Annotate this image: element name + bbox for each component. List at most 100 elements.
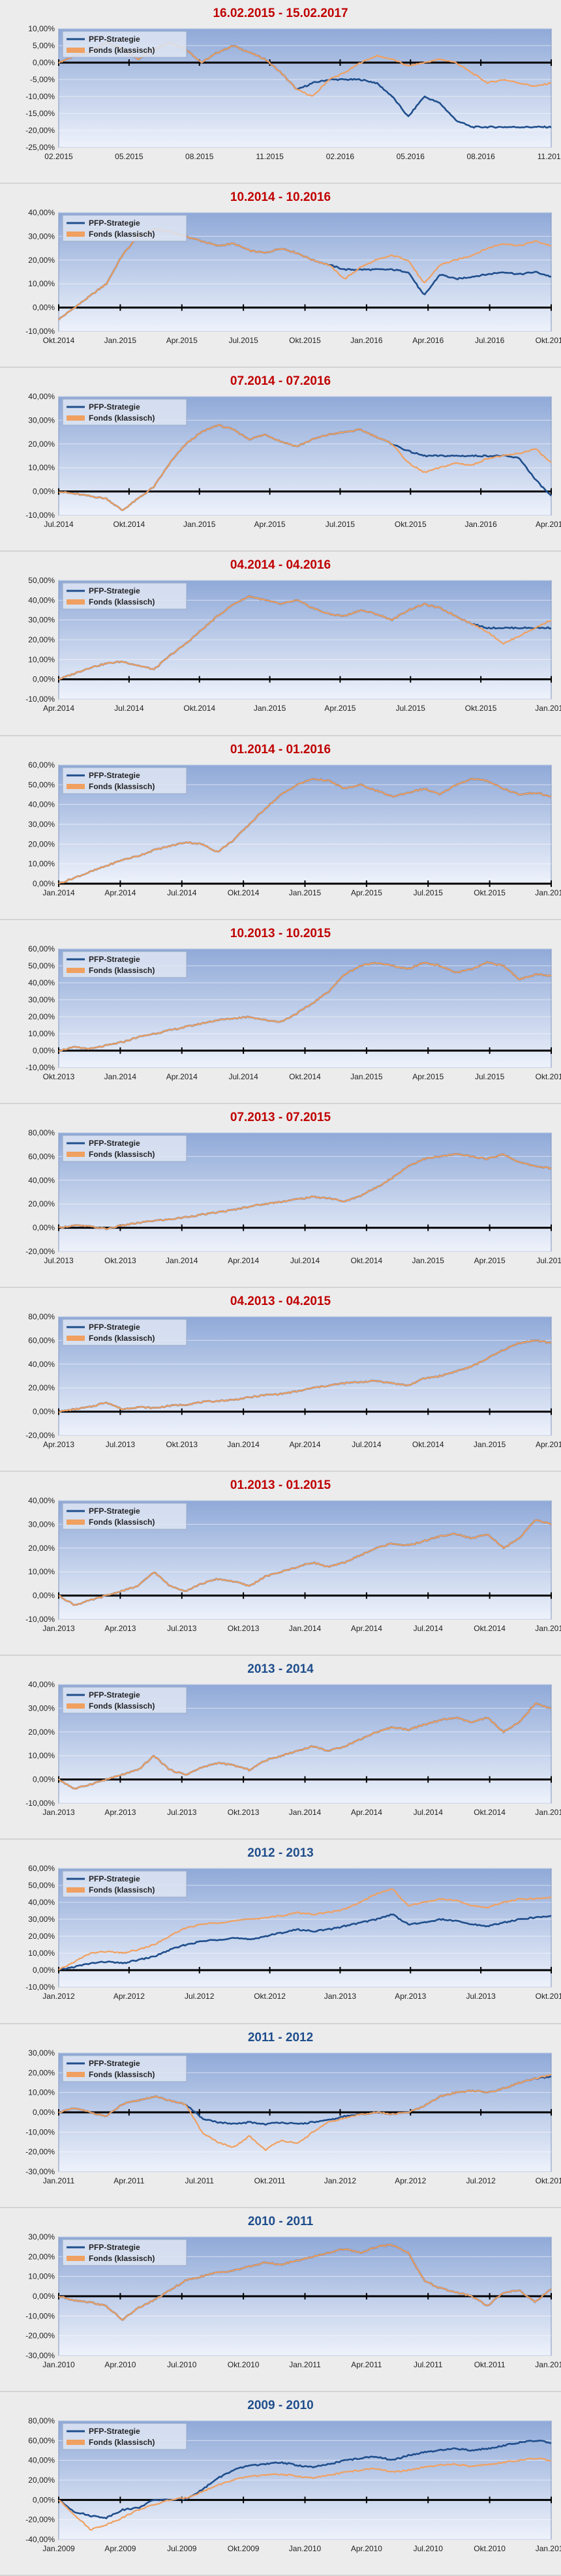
y-tick-label: 0,00% <box>33 1966 55 1975</box>
chart-title: 04.2014 - 04.2016 <box>230 558 331 573</box>
x-tick-label: Apr.2010 <box>104 2360 136 2369</box>
y-tick-label: 40,00% <box>28 1680 55 1689</box>
x-tick-label: Okt.2014 <box>474 1624 506 1633</box>
legend-box <box>62 767 187 794</box>
x-tick-label: Jul.2015 <box>228 336 258 345</box>
x-tick-label: Jul.2015 <box>414 888 444 897</box>
x-tick-label: Jan.2015 <box>535 1624 561 1633</box>
series-line-fonds <box>58 41 552 97</box>
legend-label: PFP-Strategie <box>89 586 140 595</box>
y-tick-label: 20,00% <box>28 2252 55 2261</box>
x-tick-label: Jan.2015 <box>412 1256 445 1265</box>
y-tick-label: 10,00% <box>28 24 55 33</box>
chart-title: 16.02.2015 - 15.02.2017 <box>213 7 348 20</box>
series-line-pfp <box>58 1913 552 1971</box>
x-tick-label: Jan.2012 <box>324 2176 357 2185</box>
legend-label: PFP-Strategie <box>89 2427 140 2436</box>
y-tick-label: 40,00% <box>28 596 55 605</box>
legend-label: PFP-Strategie <box>89 1690 140 1700</box>
x-tick-label: Apr.2012 <box>114 1992 145 2001</box>
x-tick-label: Jul.2015 <box>475 1072 505 1081</box>
y-tick-label: -20,00% <box>25 2515 55 2524</box>
legend-label: Fonds (klassisch) <box>89 1518 155 1527</box>
y-tick-label: 30,00% <box>28 1915 55 1924</box>
x-tick-label: Okt.2013 <box>536 1992 561 2001</box>
x-tick-label: Jul.2014 <box>414 1808 444 1817</box>
x-tick-label: Apr.2015 <box>536 1440 561 1449</box>
x-tick-label: Apr.2014 <box>351 1624 382 1633</box>
y-tick-label: 40,00% <box>28 1898 55 1907</box>
y-tick-label: 60,00% <box>28 760 55 770</box>
x-tick-label: Okt.2013 <box>166 1440 198 1449</box>
x-tick-label: Jan.2015 <box>183 520 216 529</box>
chart-title: 10.2013 - 10.2015 <box>230 926 331 940</box>
chart-panel: 2009 - 2010 -40,00% -20,00% 0,00% 20,00% 40,0… <box>0 2391 561 2576</box>
x-tick-label: Apr.2013 <box>43 1440 74 1449</box>
chart-panel: 04.2013 - 04.2015 -20,00% 0,00% 20,00% 40,00… <box>0 1288 561 1473</box>
chart-panel: 2012 - 2013 -10,00% 0,00% 10,00% 20,00% 30,00… <box>0 1840 561 2024</box>
x-tick-label: Apr.2010 <box>351 2544 382 2553</box>
x-tick-label: Jan.2016 <box>535 704 561 713</box>
x-tick-label: Jul.2014 <box>114 704 144 713</box>
x-tick-label: Apr.2011 <box>351 2360 382 2369</box>
chart-panel: 01.2013 - 01.2015 -10,00% 0,00% 10,00% 20,00… <box>0 1472 561 1656</box>
y-tick-label: 60,00% <box>28 1336 55 1345</box>
chart-svg: -10,00% 0,00% 10,00% 20,00% 30,00% 40,00% Jan.… <box>25 1496 561 1633</box>
chart-title: 01.2013 - 01.2015 <box>230 1478 331 1493</box>
y-tick-label: -10,00% <box>25 1983 55 1992</box>
x-tick-label: Okt.2014 <box>412 1440 444 1449</box>
chart-svg: 0,00% 10,00% 20,00% 30,00% 40,00% 50,00% 60,00… <box>28 760 561 897</box>
series-line-fonds <box>58 1153 552 1230</box>
y-tick-label: 0,00% <box>33 1407 55 1416</box>
x-tick-label: Jul.2016 <box>475 336 505 345</box>
legend-label: Fonds (klassisch) <box>89 597 155 607</box>
legend-label: PFP-Strategie <box>89 2243 140 2252</box>
y-tick-label: 0,00% <box>33 2495 55 2504</box>
y-tick-label: -20,00% <box>25 1431 55 1440</box>
x-tick-label: Jan.2015 <box>289 888 322 897</box>
legend-label: Fonds (klassisch) <box>89 46 155 55</box>
x-tick-label: 11.2016 <box>538 152 561 161</box>
x-tick-label: Jan.2010 <box>289 2544 322 2553</box>
y-tick-label: -25,00% <box>25 143 55 152</box>
x-tick-label: Jan.2011 <box>289 2360 321 2369</box>
series-line-fonds <box>58 1889 552 1971</box>
x-tick-label: Okt.2015 <box>465 704 497 713</box>
x-tick-label: Jul.2014 <box>290 1256 320 1265</box>
legend-box <box>62 2055 187 2082</box>
chart-svg: -10,00% 0,00% 10,00% 20,00% 30,00% 40,00% Jan.… <box>25 1680 561 1817</box>
y-tick-label: 50,00% <box>28 576 55 585</box>
series-line-fonds <box>58 1519 552 1606</box>
chart-panel: 07.2014 - 07.2016 -10,00% 0,00% 10,00% 20,00… <box>0 368 561 552</box>
y-tick-label: -10,00% <box>25 2311 55 2320</box>
legend-box <box>62 2423 187 2450</box>
y-tick-label: 20,00% <box>28 1932 55 1941</box>
y-tick-label: 0,00% <box>33 1223 55 1232</box>
x-tick-label: Apr.2015 <box>351 888 382 897</box>
x-tick-label: Jul.2013 <box>466 1992 496 2001</box>
y-tick-label: 40,00% <box>28 978 55 987</box>
legend-label: PFP-Strategie <box>89 1323 140 1332</box>
y-tick-label: 40,00% <box>28 2456 55 2465</box>
legend-label: Fonds (klassisch) <box>89 1701 155 1711</box>
x-tick-label: Okt.2015 <box>474 888 506 897</box>
x-tick-label: Okt.2013 <box>228 1624 260 1633</box>
x-tick-label: Jul.2015 <box>326 520 356 529</box>
x-tick-label: Jul.2009 <box>167 2544 197 2553</box>
legend-label: Fonds (klassisch) <box>89 2254 155 2263</box>
legend-label: Fonds (klassisch) <box>89 2070 155 2079</box>
x-tick-label: Jul.2015 <box>396 704 426 713</box>
x-tick-label: Jul.2011 <box>414 2360 443 2369</box>
y-tick-label: 30,00% <box>28 1704 55 1713</box>
legend-box <box>62 1503 187 1530</box>
y-tick-label: 20,00% <box>28 1199 55 1208</box>
series-line-fonds <box>58 777 552 884</box>
y-tick-label: 0,00% <box>33 1046 55 1055</box>
legend-box <box>62 951 187 978</box>
x-tick-label: Okt.2011 <box>474 2360 506 2369</box>
legend-label: PFP-Strategie <box>89 955 140 964</box>
chart-title: 04.2013 - 04.2015 <box>230 1295 331 1308</box>
chart-panel: 10.2014 - 10.2016 -10,00% 0,00% 10,00% 20,00… <box>0 184 561 368</box>
x-tick-label: Okt.2014 <box>228 888 260 897</box>
x-tick-label: Jan.2014 <box>104 1072 137 1081</box>
